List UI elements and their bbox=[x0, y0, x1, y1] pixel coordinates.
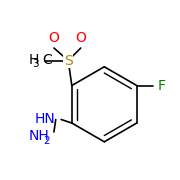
Text: 3: 3 bbox=[32, 59, 39, 69]
Text: F: F bbox=[157, 78, 165, 93]
Text: H: H bbox=[28, 53, 39, 67]
Text: S: S bbox=[64, 53, 73, 68]
Text: O: O bbox=[48, 31, 59, 45]
Text: NH: NH bbox=[29, 129, 50, 143]
Text: O: O bbox=[75, 31, 86, 45]
Text: 2: 2 bbox=[43, 136, 50, 146]
Text: HN: HN bbox=[35, 112, 56, 126]
Text: C: C bbox=[43, 53, 52, 67]
